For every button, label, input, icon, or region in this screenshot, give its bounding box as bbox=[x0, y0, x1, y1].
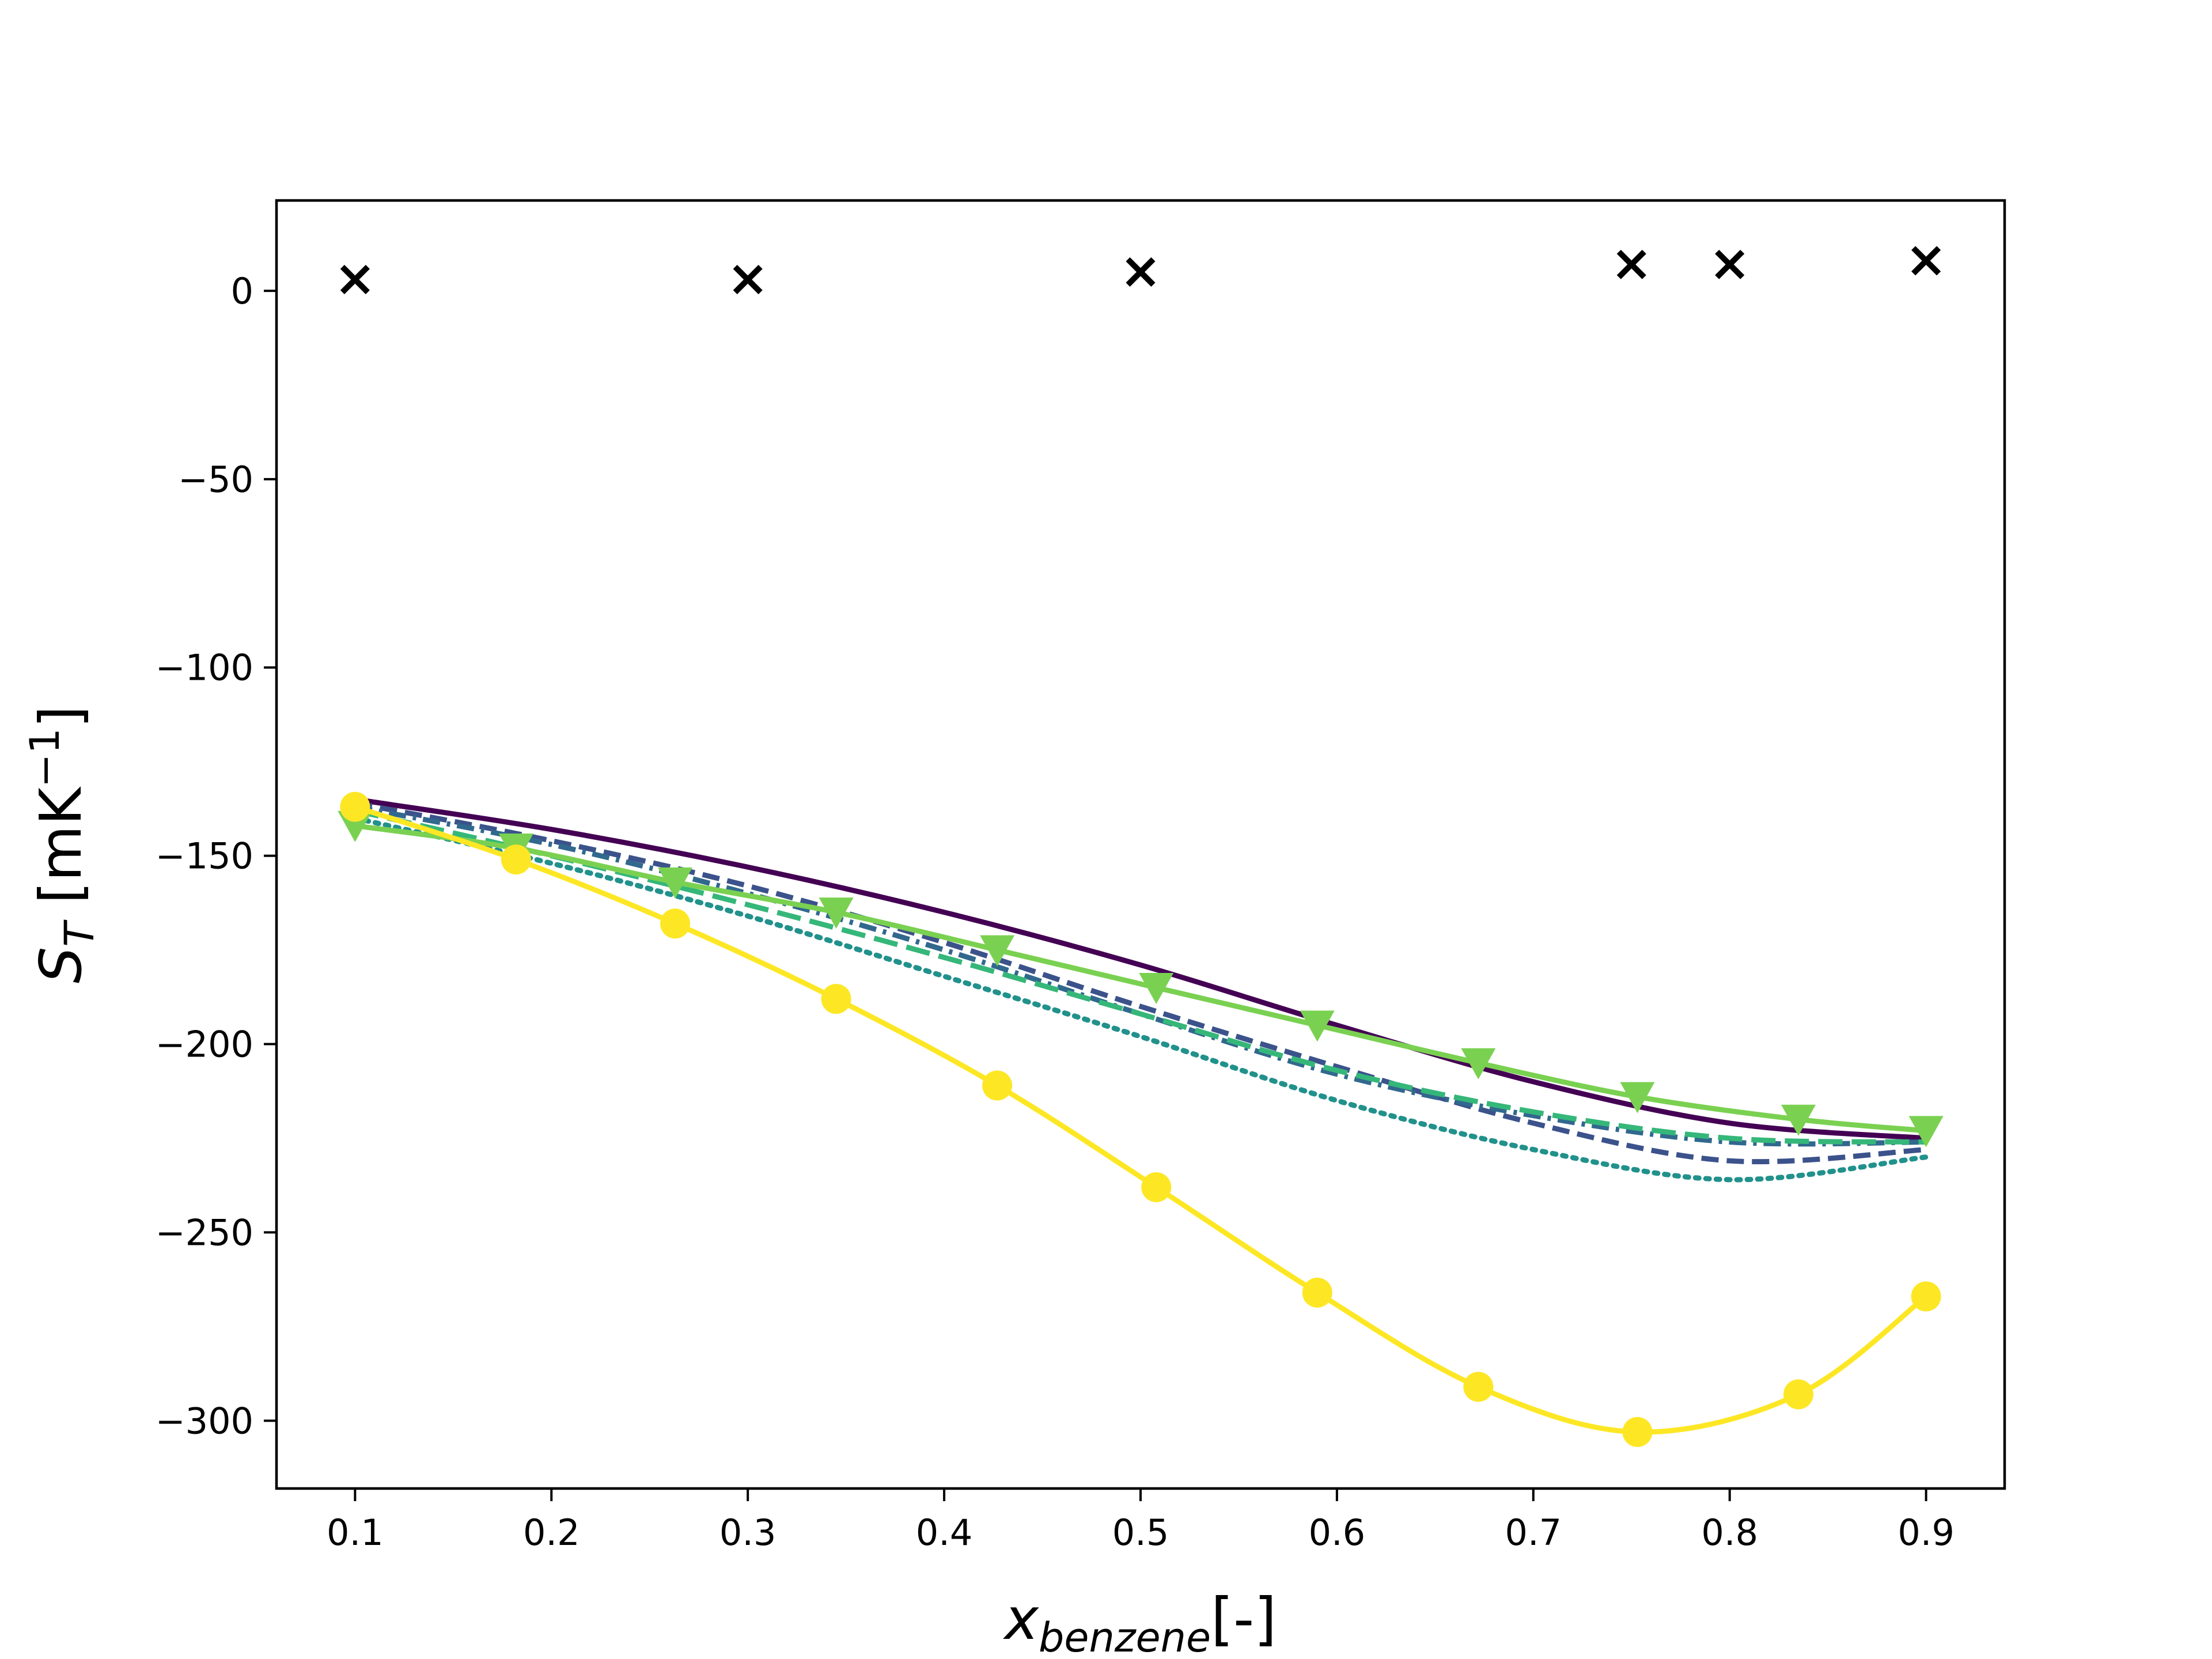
y-tick-label: −50 bbox=[178, 459, 253, 501]
x-axis: 0.1 0.2 0.3 0.4 0.5 0.6 0.7 0.8 0.9 bbox=[327, 1488, 1955, 1554]
x-tick-label: 0.4 bbox=[916, 1512, 973, 1554]
series-7-point bbox=[340, 264, 370, 294]
series-6-point bbox=[340, 791, 370, 822]
y-tick-label: −200 bbox=[156, 1024, 253, 1066]
x-tick-label: 0.6 bbox=[1309, 1512, 1366, 1554]
series-7-point bbox=[1911, 246, 1941, 276]
y-tick-label: −150 bbox=[156, 835, 253, 877]
x-marker-stroke bbox=[1616, 249, 1646, 279]
series-6-point bbox=[660, 908, 691, 939]
series-7-point bbox=[1715, 249, 1745, 279]
series-6-point bbox=[821, 984, 851, 1014]
series-5-point bbox=[658, 867, 693, 899]
x-tick-label: 0.5 bbox=[1112, 1512, 1169, 1554]
series-5-point bbox=[1620, 1082, 1655, 1113]
series-2-line bbox=[354, 804, 1926, 1147]
series-5-point bbox=[1139, 972, 1174, 1004]
series-6-point bbox=[1141, 1172, 1172, 1202]
series-6-point bbox=[1911, 1281, 1941, 1312]
x-marker-stroke bbox=[340, 264, 370, 294]
y-tick-label: −250 bbox=[156, 1211, 253, 1253]
series-1-line bbox=[354, 800, 1926, 1165]
series-6-point bbox=[1463, 1372, 1494, 1402]
x-tick-label: 0.9 bbox=[1897, 1512, 1955, 1554]
series-5-point bbox=[819, 897, 854, 929]
x-marker-stroke bbox=[1715, 249, 1745, 279]
series-7-point bbox=[1126, 257, 1156, 287]
series-3-line bbox=[352, 815, 1929, 1183]
series-7-point bbox=[1616, 249, 1646, 279]
y-axis-label: ST [mK−1] bbox=[21, 706, 103, 983]
x-marker-stroke bbox=[1126, 257, 1156, 287]
x-marker-stroke bbox=[1911, 246, 1941, 276]
series-5-point bbox=[980, 935, 1015, 967]
series-5-point bbox=[1781, 1104, 1816, 1136]
y-axis: 0 −50 −100 −150 −200 −250 −300 bbox=[156, 270, 276, 1442]
series-6-point bbox=[501, 844, 531, 875]
series-5-point bbox=[1300, 1010, 1335, 1042]
series-6-point bbox=[1622, 1416, 1653, 1447]
x-axis-label: xbenzene[-] bbox=[1003, 1585, 1277, 1659]
plot-series bbox=[338, 246, 1944, 1447]
x-tick-label: 0.2 bbox=[523, 1512, 580, 1554]
series-6-point bbox=[1783, 1379, 1814, 1410]
x-marker-stroke bbox=[733, 264, 763, 294]
x-tick-label: 0.8 bbox=[1701, 1512, 1758, 1554]
y-tick-label: −100 bbox=[156, 647, 253, 689]
y-tick-label: 0 bbox=[231, 270, 253, 312]
series-4-line bbox=[354, 808, 1926, 1145]
series-5-point bbox=[1461, 1048, 1496, 1080]
x-tick-label: 0.7 bbox=[1505, 1512, 1562, 1554]
series-6-point bbox=[982, 1070, 1013, 1101]
series-0-line bbox=[354, 797, 1926, 1141]
series-7-point bbox=[733, 264, 763, 294]
y-tick-label: −300 bbox=[156, 1400, 253, 1442]
series-6-point bbox=[1302, 1278, 1332, 1308]
x-tick-label: 0.1 bbox=[327, 1512, 384, 1554]
series-5-point bbox=[1908, 1116, 1944, 1147]
x-tick-label: 0.3 bbox=[719, 1512, 777, 1554]
